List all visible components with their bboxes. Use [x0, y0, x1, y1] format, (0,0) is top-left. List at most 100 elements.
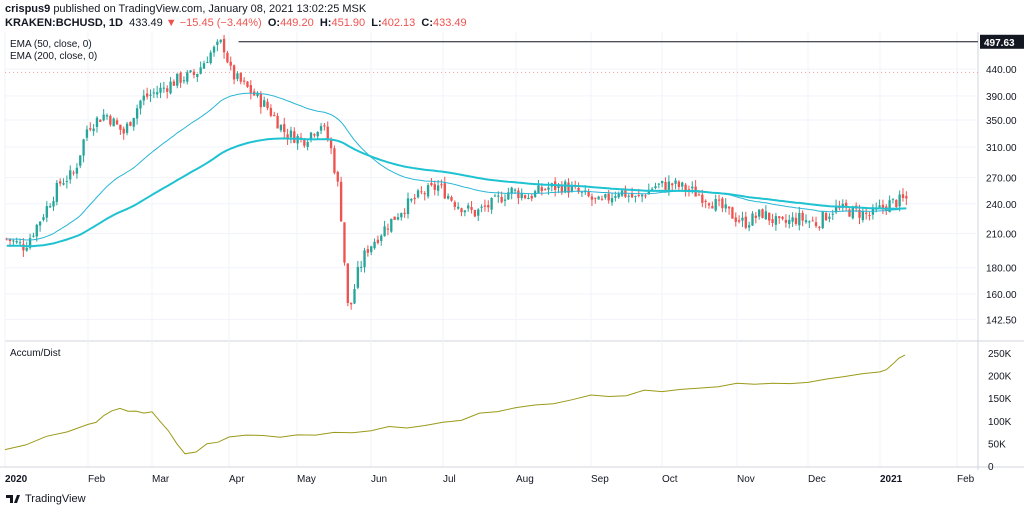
ad-tick-label: 50K: [988, 439, 1006, 450]
candle-body: [309, 132, 313, 141]
candle-body: [500, 196, 503, 203]
time-tick-label: Feb: [88, 474, 106, 485]
candle-body: [610, 198, 614, 203]
candle-body: [814, 222, 818, 227]
candle-body: [467, 205, 470, 209]
candle-body: [416, 190, 420, 198]
time-tick-label: Nov: [737, 474, 755, 485]
candle-body: [176, 73, 179, 86]
candle-body: [788, 219, 791, 224]
candle-body: [811, 220, 814, 222]
candle-body: [59, 181, 62, 184]
candle-body: [644, 195, 647, 197]
candle-body: [460, 208, 463, 213]
tradingview-logo[interactable]: TradingView: [5, 493, 86, 505]
price-tick-label: 180.00: [986, 264, 1017, 275]
candle-body: [868, 215, 871, 217]
price-tick-label: 310.00: [986, 143, 1017, 154]
candle-body: [838, 207, 841, 209]
candle-body: [784, 219, 788, 223]
candle-body: [232, 65, 236, 80]
candle-body: [363, 250, 366, 268]
candle-body: [5, 238, 8, 240]
candle-body: [406, 198, 410, 215]
candle-body: [480, 206, 483, 208]
ema50-legend[interactable]: EMA (50, close, 0): [10, 39, 92, 50]
candle-body: [129, 121, 132, 126]
high-value: 451.90: [331, 17, 366, 29]
symbol-label: KRAKEN:BCHUSD, 1D: [5, 17, 123, 29]
candle-body: [604, 194, 607, 198]
candle-body: [329, 140, 333, 149]
candle-body: [343, 222, 346, 263]
candle-body: [527, 197, 530, 200]
candle-body: [848, 209, 851, 217]
candle-body: [383, 226, 386, 237]
price-tick-label: 350.00: [986, 116, 1017, 127]
candle-body: [707, 203, 711, 206]
candle-body: [246, 81, 249, 87]
candle-body: [199, 67, 202, 74]
time-tick-label: Apr: [229, 474, 245, 485]
time-tick-label: Jul: [443, 474, 456, 485]
candle-body: [192, 71, 196, 75]
candle-body: [189, 70, 192, 72]
candle-body: [38, 221, 42, 226]
candle-body: [714, 199, 717, 211]
candle-body: [370, 246, 373, 253]
close-value: 433.49: [433, 17, 467, 29]
candle-body: [741, 217, 744, 221]
candle-body: [179, 72, 182, 83]
high-price-label: 497.63: [984, 38, 1015, 49]
candle-body: [701, 194, 704, 203]
candle-body: [326, 126, 329, 140]
candle-body: [339, 181, 343, 222]
price-tick-label: 210.00: [986, 229, 1017, 240]
candle-body: [65, 181, 69, 183]
candle-body: [242, 80, 246, 82]
candle-body: [263, 100, 266, 107]
candle-body: [186, 72, 189, 82]
price-tick-label: 240.00: [986, 200, 1017, 211]
candle-body: [259, 93, 263, 108]
candle-body: [587, 191, 590, 197]
candle-body: [256, 92, 259, 97]
candle-body: [423, 193, 426, 195]
time-tick-label: May: [297, 474, 316, 485]
accum-dist-line: [4, 354, 906, 455]
candle-body: [624, 188, 627, 197]
time-tick-label: Oct: [662, 474, 678, 485]
candle-body: [266, 101, 269, 109]
candle-body: [891, 198, 895, 200]
candle-body: [794, 217, 798, 224]
candle-body: [744, 216, 747, 228]
candle-body: [824, 213, 828, 221]
candle-body: [737, 220, 741, 222]
candle-body: [222, 38, 226, 53]
candle-body: [661, 180, 664, 184]
candle-body: [590, 196, 594, 200]
candle-body: [768, 212, 771, 221]
candle-body: [607, 193, 610, 201]
candle-body: [45, 206, 48, 218]
candle-body: [109, 115, 112, 125]
candle-body: [316, 131, 319, 137]
time-tick-label: Aug: [516, 474, 534, 485]
candle-body: [751, 213, 754, 226]
candle-body: [52, 201, 55, 207]
candle-body: [781, 216, 784, 219]
accum-dist-legend[interactable]: Accum/Dist: [10, 348, 61, 359]
candle-body: [356, 267, 360, 288]
candle-body: [687, 189, 691, 191]
candle-body: [135, 108, 139, 119]
candle-body: [747, 225, 751, 228]
candle-body: [119, 124, 122, 130]
candle-body: [617, 194, 620, 198]
candle-body: [543, 189, 547, 191]
ema200-legend[interactable]: EMA (200, close, 0): [10, 51, 98, 62]
candle-body: [483, 205, 487, 207]
candle-body: [279, 124, 283, 131]
candle-body: [142, 95, 145, 101]
author-name[interactable]: crispus9: [5, 3, 51, 15]
